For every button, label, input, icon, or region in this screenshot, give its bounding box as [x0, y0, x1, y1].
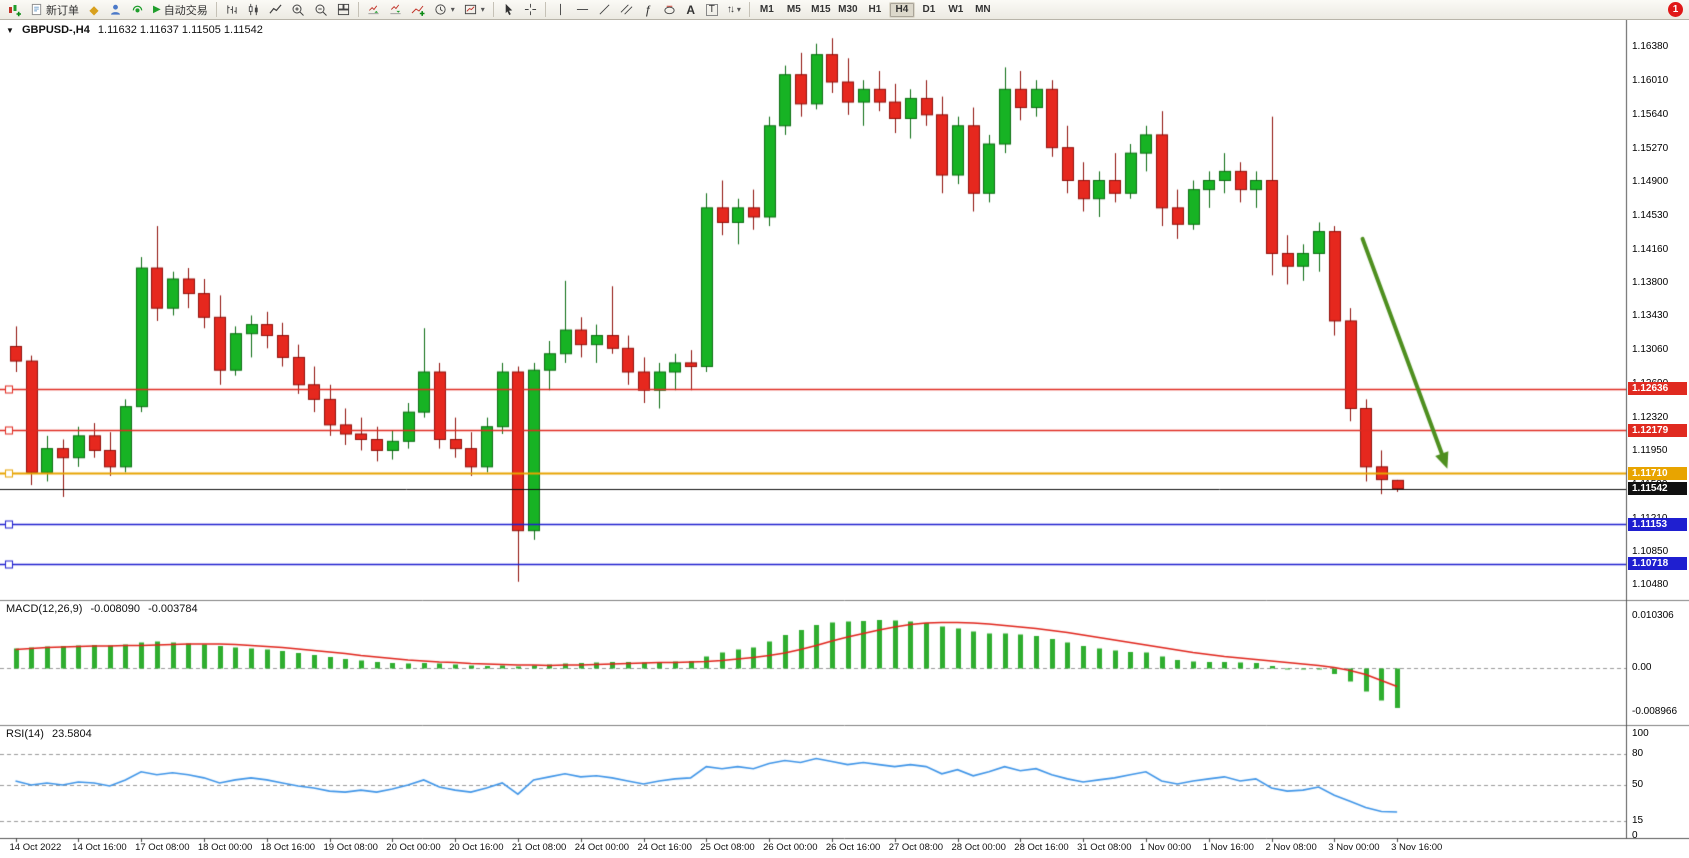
indicators-add-icon: [411, 3, 425, 17]
zoom-out-icon: [314, 3, 328, 17]
timeframe-button-w1[interactable]: W1: [943, 2, 969, 18]
horizontal-line-icon: [576, 3, 589, 16]
label-tool-button[interactable]: T: [702, 1, 722, 19]
community-button[interactable]: [105, 1, 126, 19]
timeframe-button-mn[interactable]: MN: [970, 2, 996, 18]
cursor-icon: [502, 3, 515, 16]
trendline-icon: [598, 3, 611, 16]
new-order-label: 新订单: [46, 4, 79, 17]
channel-icon: [620, 3, 633, 16]
signals-icon: [131, 3, 144, 16]
cursor-button[interactable]: [498, 1, 519, 19]
toolbar-separator: [492, 2, 494, 17]
timeframe-button-m15[interactable]: M15: [808, 2, 834, 18]
zoom-out-button[interactable]: [310, 1, 332, 19]
tile-windows-icon: [337, 3, 350, 16]
label-tool-icon: T: [705, 3, 718, 16]
new-chart-icon: [7, 3, 21, 17]
timeframe-button-h4[interactable]: H4: [888, 1, 915, 18]
arrows-tool-button[interactable]: ↑↓ ▾: [723, 1, 745, 19]
notification-badge[interactable]: 1: [1668, 2, 1683, 17]
fibonacci-tool-button[interactable]: ƒ: [638, 1, 658, 19]
auto-trading-icon: ▶: [153, 3, 161, 15]
zoom-in-button[interactable]: [287, 1, 309, 19]
bar-chart-button[interactable]: [221, 1, 242, 19]
chevron-down-icon: ▾: [450, 5, 455, 14]
profile-icon: [109, 3, 122, 16]
timeframe-button-h1[interactable]: H1: [862, 2, 888, 18]
gem-icon: ◆: [89, 2, 99, 17]
timeframe-button-m30[interactable]: M30: [835, 2, 861, 18]
price-chart-canvas[interactable]: [0, 20, 1689, 858]
candlestick-chart-button[interactable]: [243, 1, 264, 19]
vertical-line-icon: [554, 3, 567, 16]
chart-window: ▼ GBPUSD-,H4 1.11632 1.11637 1.11505 1.1…: [0, 20, 1689, 858]
template-icon: [464, 3, 477, 16]
chart-shift-button[interactable]: [385, 1, 406, 19]
text-tool-icon: A: [686, 2, 696, 17]
auto-trading-button[interactable]: ▶ 自动交易: [149, 1, 212, 19]
horizontal-line-tool-button[interactable]: [572, 1, 593, 19]
channel-tool-button[interactable]: [616, 1, 637, 19]
crosshair-button[interactable]: [520, 1, 541, 19]
toolbar-separator: [748, 2, 750, 17]
auto-scroll-icon: [367, 3, 380, 16]
main-toolbar: 新订单 ◆ ▶ 自动交易: [0, 0, 1689, 20]
indicators-button[interactable]: [407, 1, 429, 19]
new-order-icon: [30, 3, 43, 16]
arrows-tool-icon: ↑↓: [726, 3, 735, 15]
text-tool-button[interactable]: A: [681, 1, 701, 19]
clock-icon: [434, 3, 447, 16]
chevron-down-icon: ▾: [736, 5, 741, 14]
timeframe-button-m5[interactable]: M5: [781, 2, 807, 18]
line-chart-icon: [269, 3, 282, 16]
shapes-tool-button[interactable]: [659, 1, 680, 19]
auto-trading-label: 自动交易: [163, 4, 208, 17]
gem-button[interactable]: ◆: [84, 1, 104, 19]
auto-scroll-button[interactable]: [363, 1, 384, 19]
chevron-down-icon: ▾: [480, 5, 485, 14]
signals-button[interactable]: [127, 1, 148, 19]
crosshair-icon: [524, 3, 537, 16]
timeframe-button-d1[interactable]: D1: [916, 2, 942, 18]
zoom-in-icon: [291, 3, 305, 17]
toolbar-separator: [215, 2, 217, 17]
tile-windows-button[interactable]: [333, 1, 354, 19]
periods-button[interactable]: ▾: [430, 1, 459, 19]
shapes-icon: [663, 3, 676, 16]
chart-shift-icon: [389, 3, 402, 16]
templates-button[interactable]: ▾: [460, 1, 489, 19]
candlestick-icon: [247, 3, 260, 16]
vertical-line-tool-button[interactable]: [550, 1, 571, 19]
bar-chart-icon: [225, 3, 238, 16]
toolbar-separator: [544, 2, 546, 17]
timeframe-button-m1[interactable]: M1: [754, 2, 780, 18]
new-order-button[interactable]: 新订单: [26, 1, 83, 19]
new-chart-button[interactable]: [3, 1, 25, 19]
line-chart-button[interactable]: [265, 1, 286, 19]
fibonacci-icon: ƒ: [644, 2, 652, 17]
trendline-tool-button[interactable]: [594, 1, 615, 19]
toolbar-separator: [357, 2, 359, 17]
